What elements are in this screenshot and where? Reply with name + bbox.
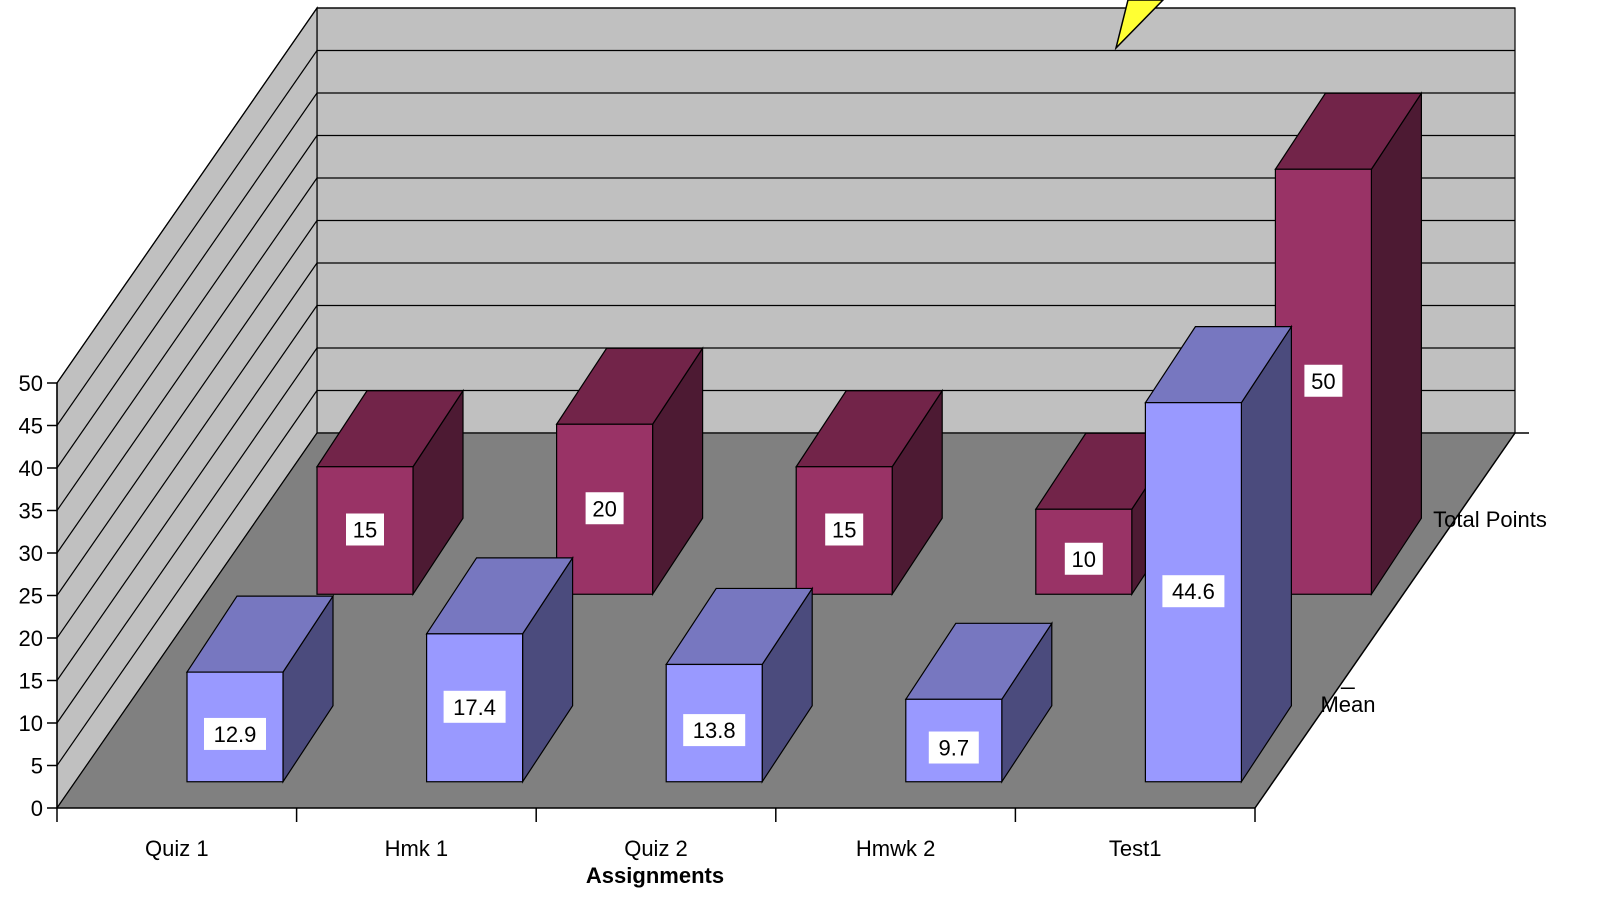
x-tick-label: Quiz 2 bbox=[624, 836, 688, 861]
data-label: 17.4 bbox=[453, 695, 496, 720]
data-label-bg bbox=[346, 513, 384, 546]
x-axis-title: Assignments bbox=[586, 863, 724, 888]
x-tick-label: Test1 bbox=[1109, 836, 1162, 861]
floor-edge-right bbox=[1254, 432, 1516, 809]
x-tick-label: Quiz 1 bbox=[145, 836, 209, 861]
callout-arrow bbox=[1114, 0, 1165, 51]
y-tick-label: 5 bbox=[31, 754, 43, 779]
bar-front bbox=[665, 663, 763, 783]
gridline-side bbox=[56, 262, 318, 639]
bar: 20 bbox=[555, 346, 704, 597]
data-label-bg bbox=[443, 690, 506, 723]
x-tick-label: Hmk 1 bbox=[385, 836, 449, 861]
data-label-bg bbox=[928, 731, 979, 764]
labels: Mean Total Points bbox=[1114, 0, 1547, 717]
data-label-bg bbox=[683, 714, 746, 747]
data-label: 15 bbox=[832, 518, 856, 543]
y-tick-label: 40 bbox=[19, 456, 43, 481]
gridline-side bbox=[56, 305, 318, 681]
gridline-side bbox=[56, 390, 318, 766]
data-label: 13.8 bbox=[693, 718, 736, 743]
bar-side bbox=[1240, 324, 1293, 784]
data-label: 15 bbox=[353, 518, 377, 543]
data-label-bg bbox=[1064, 542, 1103, 575]
bar: 44.6 bbox=[1144, 324, 1293, 784]
data-label-bg bbox=[585, 492, 624, 525]
data-label: 10 bbox=[1072, 547, 1096, 572]
gridline-side bbox=[56, 50, 318, 426]
bar: 15 bbox=[315, 388, 465, 597]
bar: 17.4 bbox=[425, 555, 574, 784]
data-label: 12.9 bbox=[214, 722, 257, 747]
bar: 50 bbox=[1274, 91, 1423, 597]
x-tick-label: Hmwk 2 bbox=[856, 836, 935, 861]
bar-side bbox=[1370, 91, 1423, 597]
gridline-side bbox=[56, 220, 318, 596]
gridline-side bbox=[56, 432, 318, 809]
bars: 15 20 15 10 50 12.9 17.4 13.8 9.7 44.6 bbox=[185, 91, 1423, 784]
y-tick-label: 0 bbox=[31, 796, 43, 821]
y-tick-label: 45 bbox=[19, 414, 43, 439]
y-tick-label: 10 bbox=[19, 711, 43, 736]
data-label-bg bbox=[204, 717, 266, 750]
series-axis-label: Mean bbox=[1320, 692, 1375, 717]
series-axis-label: Total Points bbox=[1433, 507, 1547, 532]
y-tick-label: 15 bbox=[19, 669, 43, 694]
data-label: 50 bbox=[1311, 369, 1335, 394]
gridline-side bbox=[56, 135, 318, 511]
y-tick-label: 20 bbox=[19, 626, 43, 651]
y-tick-label: 50 bbox=[19, 371, 43, 396]
axes: 0 5 10 15 20 25 30 35 40 45 50 Quiz 1 Hmk 1 Quiz 2 Hmw… bbox=[19, 371, 1529, 861]
data-label-bg bbox=[825, 513, 864, 546]
data-label-bg bbox=[1162, 575, 1225, 608]
y-tick-label: 30 bbox=[19, 541, 43, 566]
y-tick-label: 25 bbox=[19, 584, 43, 609]
data-label: 20 bbox=[592, 496, 616, 521]
data-label: 9.7 bbox=[939, 736, 970, 761]
bar: 9.7 bbox=[904, 621, 1053, 784]
data-label: 44.6 bbox=[1172, 579, 1215, 604]
data-label-bg bbox=[1304, 364, 1343, 397]
bar: 15 bbox=[795, 388, 944, 597]
bar: 13.8 bbox=[665, 586, 814, 784]
gridline-side bbox=[56, 177, 318, 554]
gridline-side bbox=[56, 7, 318, 384]
y-tick-label: 35 bbox=[19, 499, 43, 524]
gridline-side bbox=[56, 347, 318, 724]
bar: 12.9 bbox=[185, 594, 335, 784]
gridline-side bbox=[56, 92, 318, 469]
